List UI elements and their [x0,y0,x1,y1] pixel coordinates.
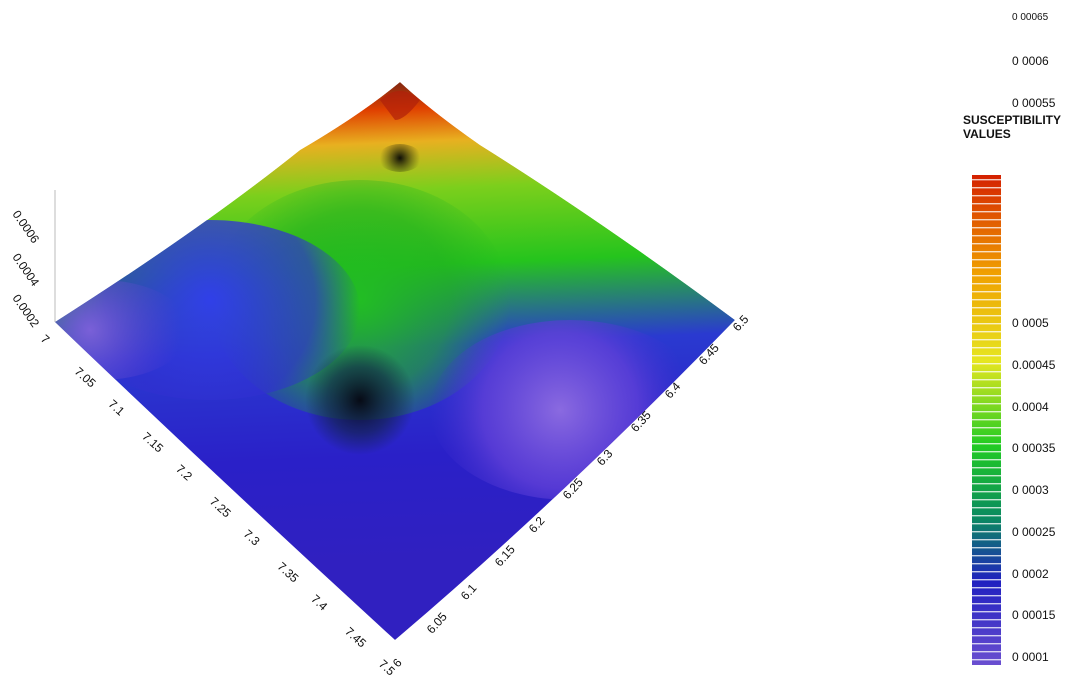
y-tick-label: 7.05 [72,364,99,390]
colorbar-tick-label: 0 0002 [1012,566,1049,581]
y-tick-label: 7.45 [342,624,369,650]
colorbar-tick-label: 0 00015 [1012,608,1056,623]
z-tick-label: 0.0002 [10,292,43,330]
colorbar-top-label: 0 0006 [1012,54,1049,68]
y-tick-label: 7 [38,332,53,347]
z-tick-label: 0.0006 [10,208,43,246]
colorbar-tick-label: 0.0004 [1012,399,1049,414]
colorbar-top-label: 0 00055 [1012,96,1056,110]
x-tick-label: 6.05 [424,609,450,636]
z-tick-label: 0.0004 [10,251,43,289]
surface-mesh [55,82,735,640]
y-tick-label: 7.3 [241,527,263,549]
y-tick-label: 7.35 [275,559,302,585]
colorbar-tick-label: 0 0001 [1012,650,1049,664]
colorbar-top-label: 0 00065 [1012,12,1049,23]
y-tick-label: 7.15 [139,429,166,455]
colorbar-tick-label: 0 0005 [1012,316,1049,330]
colorbar-tick-label: 0 00025 [1012,524,1056,539]
colorbar [972,175,1001,665]
colorbar-tick-label: 0 00035 [1012,441,1056,456]
y-tick-label: 7.4 [308,592,330,614]
colorbar-title: SUSCEPTIBILITY VALUES [963,113,1062,141]
y-tick-label: 7.25 [207,494,234,520]
y-tick-label: 7.2 [173,462,195,484]
colorbar-tick-label: 0.00045 [1012,357,1056,372]
x-tick-label: 6.5 [730,312,752,334]
x-tick-label: 6.1 [458,581,480,603]
colorbar-tick-label: 0 0003 [1012,483,1049,497]
colorbar-bands [972,175,1001,665]
y-tick-label: 7.1 [106,397,128,419]
